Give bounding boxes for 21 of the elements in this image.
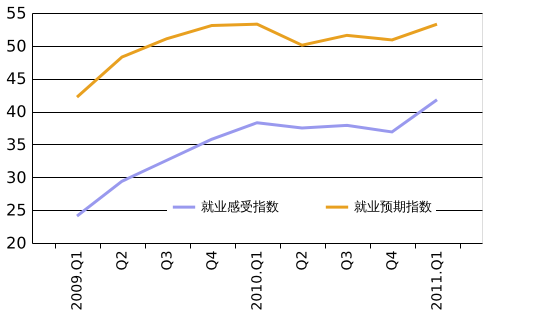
y-tick-label: 30	[6, 168, 26, 187]
legend-label: 就业预期指数	[354, 200, 432, 216]
y-tick-label: 45	[6, 69, 26, 88]
x-tick-label: Q2	[114, 250, 130, 270]
y-tick-label: 40	[6, 102, 26, 122]
y-tick-label: 55	[6, 4, 26, 22]
legend-label: 就业感受指数	[201, 200, 279, 216]
x-tick-label: Q2	[294, 250, 310, 270]
x-tick-label: Q3	[160, 250, 176, 270]
y-tick-label: 35	[6, 134, 26, 154]
x-tick-label: 2010.Q1	[250, 250, 266, 311]
y-tick-label: 25	[6, 200, 26, 220]
line-series	[76, 98, 438, 218]
x-tick-label: Q4	[204, 250, 220, 270]
y-tick-label: 20	[6, 234, 26, 252]
x-tick-label: 2009.Q1	[70, 250, 86, 311]
x-tick-label: Q3	[340, 250, 356, 270]
x-tick-label: Q4	[384, 250, 400, 270]
line-series	[76, 22, 438, 99]
y-tick-label: 50	[6, 36, 26, 56]
x-tick-label: 2011.Q1	[430, 250, 446, 311]
